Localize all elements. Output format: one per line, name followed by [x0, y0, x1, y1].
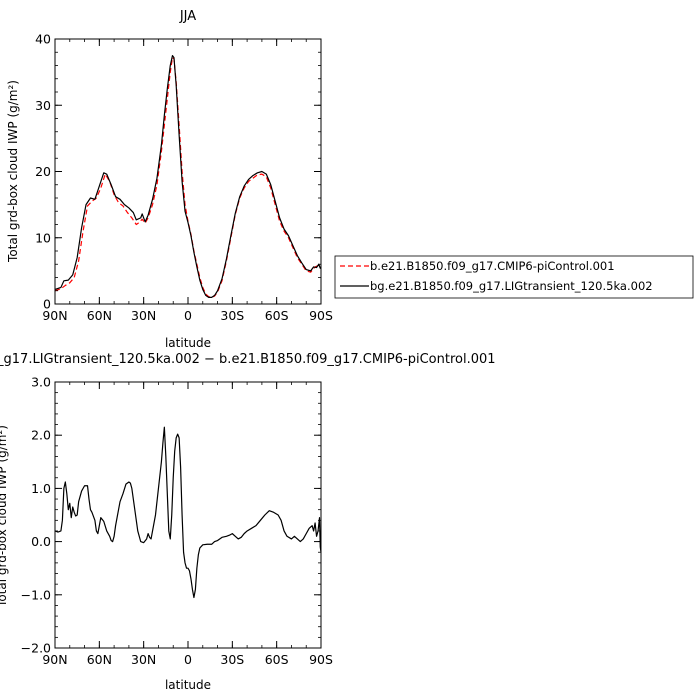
bottom-series-line-0: [54, 426, 322, 599]
bottom-x-tick-label: 30N: [131, 652, 156, 667]
bottom-y-tick-label: 2.0: [31, 428, 51, 443]
top-x-tick-label: 30S: [220, 308, 244, 323]
legend-box: [334, 255, 694, 299]
bottom-chart-title: bg.e21.B1850.f09_g17.LIGtransient_120.5k…: [0, 352, 496, 367]
bottom-x-tick-label: 90N: [42, 652, 67, 667]
top-x-axis-label: latitude: [165, 336, 211, 350]
bottom-axis-ticks: −2.0 −1.0 0.0 1.0 2.0 3.0 90N 60N 30N 0 30S 60S 90S: [21, 375, 333, 668]
top-x-tick-label: 30N: [131, 308, 156, 323]
bottom-x-tick-label: 30S: [220, 652, 244, 667]
top-y-tick-label: 30: [35, 98, 51, 113]
legend: b.e21.B1850.f09_g17.CMIP6-piControl.001 …: [334, 255, 694, 299]
top-y-axis-label: Total grd-box cloud IWP (g/m²): [6, 80, 20, 263]
top-series-line-1: [54, 54, 321, 298]
bottom-y-tick-label: 0.0: [31, 534, 51, 549]
bottom-x-axis-label: latitude: [165, 678, 211, 692]
top-x-tick-label: 90S: [309, 308, 333, 323]
top-x-tick-label: 90N: [42, 308, 67, 323]
bottom-series-lines: [54, 426, 322, 599]
top-y-tick-label: 20: [35, 164, 51, 179]
top-x-tick-label: 0: [184, 308, 192, 323]
top-series-line-0: [54, 56, 322, 298]
bottom-y-tick-label: 1.0: [31, 481, 51, 496]
top-plot-frame: [54, 38, 322, 305]
top-y-tick-label: 10: [35, 230, 51, 245]
top-x-tick-label: 60N: [87, 308, 112, 323]
bottom-plot-area: −2.0 −1.0 0.0 1.0 2.0 3.0 90N 60N 30N 0 30S 60S 90S: [21, 375, 333, 668]
bottom-x-tick-label: 90S: [309, 652, 333, 667]
bottom-x-tick-label: 60N: [87, 652, 112, 667]
legend-label-control: b.e21.B1850.f09_g17.CMIP6-piControl.001: [370, 259, 615, 273]
top-plot-area: 0 10 20 30 40 90N 60N 30N 0 30S 60S 90S: [35, 32, 333, 324]
legend-label-lig: bg.e21.B1850.f09_g17.LIGtransient_120.5k…: [370, 279, 653, 293]
top-x-tick-label: 60S: [265, 308, 289, 323]
top-y-tick-label: 0: [43, 297, 51, 312]
bottom-x-tick-label: 60S: [265, 652, 289, 667]
bottom-y-tick-label: 3.0: [31, 375, 51, 390]
top-axis-ticks: 0 10 20 30 40 90N 60N 30N 0 30S 60S 90S: [35, 32, 333, 324]
top-y-tick-label: 40: [35, 32, 51, 47]
bottom-x-tick-label: 0: [184, 652, 192, 667]
bottom-y-tick-label: −1.0: [21, 587, 51, 602]
top-chart-title: JJA: [179, 9, 196, 24]
bottom-plot-frame: [54, 381, 322, 649]
bottom-y-axis-label: Total grd-box cloud IWP (g/m²): [0, 425, 9, 608]
top-series-lines: [54, 54, 322, 298]
bottom-y-tick-label: −2.0: [21, 641, 51, 656]
